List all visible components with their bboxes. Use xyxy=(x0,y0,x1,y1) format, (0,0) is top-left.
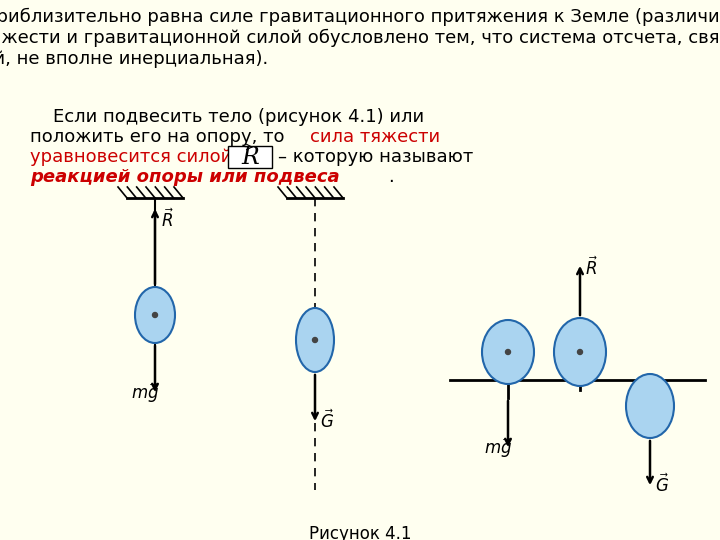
Ellipse shape xyxy=(153,313,158,318)
Ellipse shape xyxy=(505,349,510,354)
Ellipse shape xyxy=(577,349,582,354)
Ellipse shape xyxy=(554,318,606,386)
Text: Рисунок 4.1: Рисунок 4.1 xyxy=(309,525,411,540)
Text: сила тяжести: сила тяжести xyxy=(310,128,440,146)
Ellipse shape xyxy=(296,308,334,372)
Ellipse shape xyxy=(312,338,318,342)
Text: Если подвесить тело (рисунок 4.1) или: Если подвесить тело (рисунок 4.1) или xyxy=(30,108,424,126)
Text: $\vec{R}$: $\vec{R}$ xyxy=(161,209,174,231)
Text: $\vec{R}$: $\vec{R}$ xyxy=(585,256,598,279)
Text: $m\vec{g}$: $m\vec{g}$ xyxy=(484,436,512,460)
Text: Она приблизительно равна силе гравитационного притяжения к Земле (различие между: Она приблизительно равна силе гравитацио… xyxy=(0,8,720,68)
Text: реакцией опоры или подвеса: реакцией опоры или подвеса xyxy=(30,168,340,186)
Text: $\vec{G}$: $\vec{G}$ xyxy=(655,474,669,496)
Text: уравновесится силой: уравновесится силой xyxy=(30,148,233,166)
Ellipse shape xyxy=(482,320,534,384)
Text: положить его на опору, то: положить его на опору, то xyxy=(30,128,290,146)
Text: .: . xyxy=(388,168,394,186)
Bar xyxy=(228,146,272,168)
Ellipse shape xyxy=(626,374,674,438)
Ellipse shape xyxy=(135,287,175,343)
Text: R: R xyxy=(241,145,259,168)
Text: $m\vec{g}$: $m\vec{g}$ xyxy=(131,381,159,405)
Text: – которую называют: – которую называют xyxy=(278,148,473,166)
Text: $\vec{G}$: $\vec{G}$ xyxy=(320,410,334,432)
